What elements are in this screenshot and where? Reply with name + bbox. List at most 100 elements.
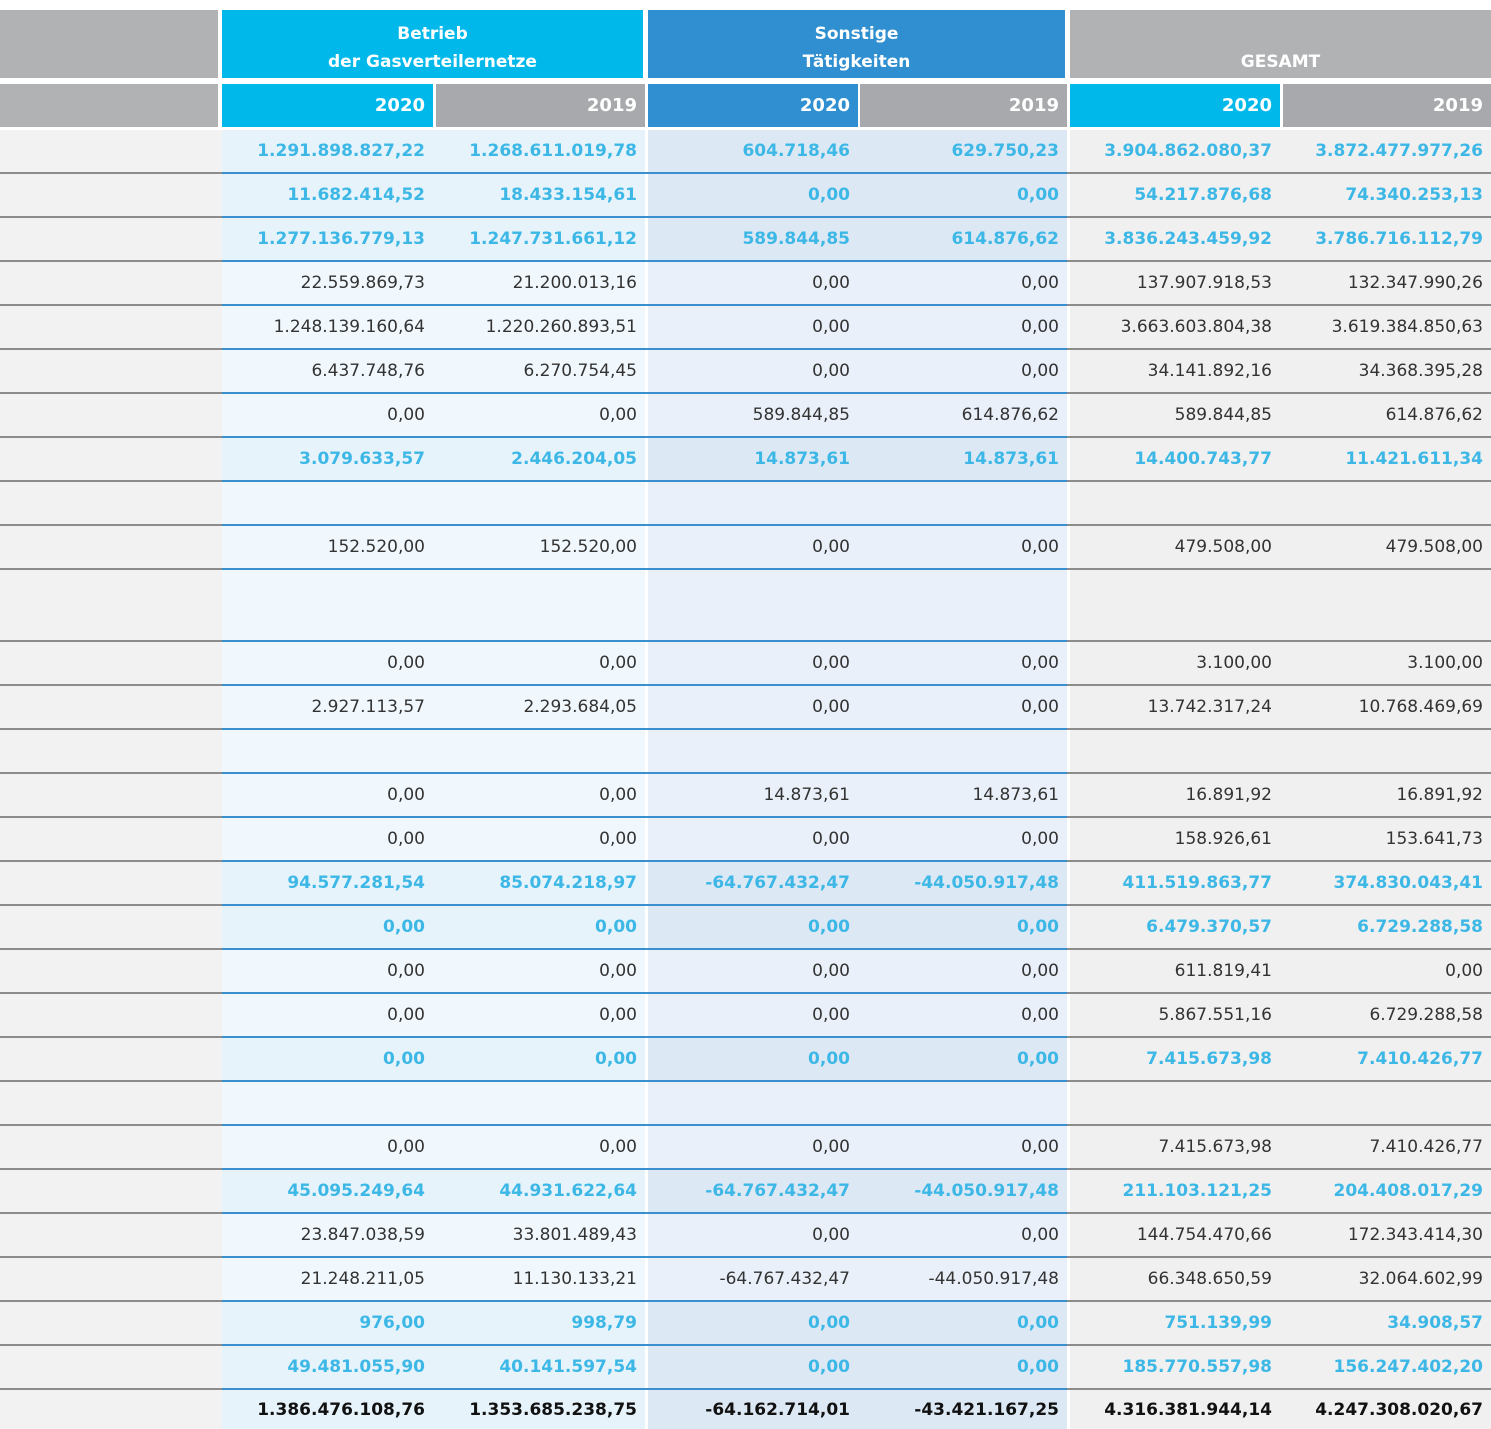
row-separator [222,948,1067,950]
row-label-cell [0,438,222,480]
cell: 1.353.685.238,75 [433,1390,645,1429]
row-label-cell [0,818,222,860]
cell: 0,00 [857,306,1067,348]
cell: 0,00 [433,818,645,860]
group-header-line: GESAMT [1240,52,1321,72]
cell: 0,00 [857,350,1067,392]
row-separator [0,904,222,906]
row-separator [1067,904,1491,906]
cell: 0,00 [222,1126,433,1168]
row-separator [1067,436,1491,438]
cell [648,1082,858,1124]
cell: 1.277.136.779,13 [222,218,433,260]
row-label-cell [0,950,222,992]
cell: 1.248.139.160,64 [222,306,433,348]
cell [1280,1082,1491,1124]
cell: 0,00 [857,1302,1067,1344]
cell: 589.844,85 [1070,394,1280,436]
row-label-cell [0,1302,222,1344]
row-separator [222,1212,1067,1214]
row-separator [222,684,1067,686]
cell: 0,00 [857,994,1067,1036]
row-label-cell [0,1126,222,1168]
cell: 14.873,61 [648,438,858,480]
cell: 4.316.381.944,14 [1070,1390,1280,1429]
cell [222,482,433,524]
row-label-cell [0,730,222,772]
cell: 0,00 [433,642,645,684]
row-separator [222,904,1067,906]
cell: 0,00 [857,950,1067,992]
row-separator [222,1124,1067,1126]
cell: 11.130.133,21 [433,1258,645,1300]
header-blank [0,84,218,127]
row-separator [222,992,1067,994]
cell: 0,00 [433,394,645,436]
cell: 44.931.622,64 [433,1170,645,1212]
cell: 0,00 [648,174,858,216]
row-separator [0,216,222,218]
cell: 3.079.633,57 [222,438,433,480]
row-separator [0,524,222,526]
row-label-cell [0,906,222,948]
row-label-cell [0,1038,222,1080]
cell: 411.519.863,77 [1070,862,1280,904]
row-separator [1067,1124,1491,1126]
cell: 85.074.218,97 [433,862,645,904]
cell: 0,00 [857,818,1067,860]
cell: 7.410.426,77 [1280,1038,1491,1080]
cell: 0,00 [648,906,858,948]
cell: 0,00 [222,906,433,948]
cell: 2.927.113,57 [222,686,433,728]
row-separator [0,172,222,174]
cell: -64.162.714,01 [648,1390,858,1429]
row-separator [222,1168,1067,1170]
cell: 40.141.597,54 [433,1346,645,1388]
row-separator [1067,860,1491,862]
row-separator [222,436,1067,438]
row-separator [0,260,222,262]
row-label-cell [0,526,222,568]
cell: 0,00 [857,642,1067,684]
cell: 0,00 [433,1038,645,1080]
cell [433,730,645,772]
cell: 1.291.898.827,22 [222,130,433,172]
row-separator [222,1036,1067,1038]
cell: 152.520,00 [222,526,433,568]
row-separator [222,1256,1067,1258]
row-separator [222,816,1067,818]
cell: 3.663.603.804,38 [1070,306,1280,348]
row-separator [222,1300,1067,1302]
cell: 21.248.211,05 [222,1258,433,1300]
group-header-line: der Gasverteilernetze [328,52,537,72]
cell: -44.050.917,48 [857,1258,1067,1300]
cell: 0,00 [648,818,858,860]
row-separator [0,816,222,818]
row-separator [1067,816,1491,818]
cell: 1.386.476.108,76 [222,1390,433,1429]
row-separator [222,568,1067,570]
cell [1280,570,1491,640]
cell [857,570,1067,640]
row-label-cell [0,394,222,436]
cell: 0,00 [648,1126,858,1168]
row-separator [0,1388,222,1390]
cell: 0,00 [222,1038,433,1080]
cell: 0,00 [433,906,645,948]
row-separator [222,1388,1067,1390]
row-label-cell [0,1390,222,1429]
cell: 589.844,85 [648,218,858,260]
cell: 0,00 [222,818,433,860]
cell: 158.926,61 [1070,818,1280,860]
cell: 614.876,62 [1280,394,1491,436]
cell: 0,00 [648,686,858,728]
cell: 374.830.043,41 [1280,862,1491,904]
row-separator [1067,1344,1491,1346]
cell: 7.415.673,98 [1070,1038,1280,1080]
cell: 0,00 [857,174,1067,216]
cell: 0,00 [648,1346,858,1388]
cell: 0,00 [222,394,433,436]
cell [222,730,433,772]
cell: -64.767.432,47 [648,1170,858,1212]
row-label-cell [0,1258,222,1300]
